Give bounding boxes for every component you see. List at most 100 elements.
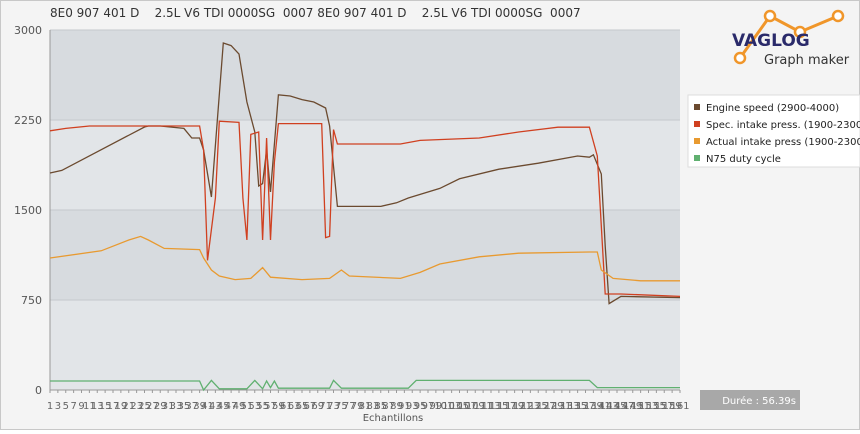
x-tick-label: 115 [489,401,508,412]
x-tick-label: 13 [91,401,104,412]
x-tick-label: 93 [406,401,419,412]
legend-box [687,94,860,168]
x-tick-label: 35 [178,401,191,412]
x-tick-label: 57 [264,401,277,412]
x-tick-label: 111 [474,401,493,412]
band [50,30,680,120]
x-tick-label: 45 [217,401,230,412]
x-tick-label: 69 [311,401,324,412]
logo-graphic [738,14,839,59]
x-tick-label: 81 [359,401,372,412]
x-tick-label: 99 [430,401,443,412]
x-tick-label: 73 [327,401,340,412]
series-line [49,120,681,298]
header: 8E0 907 401 D 2.5L V6 TDI 0000SG 0007 8E… [50,6,581,20]
x-tick-label: 107 [458,401,477,412]
x-tick-label: 51 [241,401,254,412]
x-tick-label: 43 [209,401,222,412]
x-tick-label: 121 [513,401,532,412]
x-tick-label: 89 [390,401,403,412]
logo-dot [793,25,807,39]
legend-label: Spec. intake press. (1900-2300 [706,120,860,131]
x-tick-label: 119 [505,401,524,412]
x-tick-label: 27 [146,401,159,412]
y-tick-label: 750 [21,294,42,307]
x-tick-label: 47 [225,401,238,412]
y-tick-label: 3000 [14,24,42,37]
x-tick-label: 79 [351,401,364,412]
logo-dot [733,51,747,65]
x-tick-label: 137 [576,401,595,412]
x-tick-label: 61 [280,401,293,412]
x-tick-label: 157 [655,401,674,412]
x-tick-label: 77 [343,401,356,412]
logo-subtitle: Graph maker [764,53,850,68]
x-tick-label: 159 [663,401,682,412]
x-tick-label: 75 [335,401,348,412]
x-tick-label: 5 [63,401,69,412]
x-tick-label: 33 [170,401,183,412]
duration-box [700,390,800,410]
x-tick-label: 141 [592,401,611,412]
legend-swatch [694,121,700,127]
x-tick-label: 123 [521,401,540,412]
x-tick-label: 71 [319,401,332,412]
x-tick-label: 117 [497,401,516,412]
logo: VAGLOG Graph maker [732,9,850,68]
x-tick-label: 17 [107,401,120,412]
x-tick-label: 31 [162,401,175,412]
x-tick-label: 129 [544,401,563,412]
x-tick-label: 49 [233,401,246,412]
x-tick-label: 131 [552,401,571,412]
x-tick-label: 153 [639,401,658,412]
x-tick-label: 113 [481,401,500,412]
y-tick-label: 2250 [14,114,42,127]
x-tick-label: 63 [288,401,301,412]
x-tick-label: 101 [434,401,453,412]
x-tick-label: 91 [398,401,411,412]
x-tick-label: 53 [248,401,261,412]
x-tick-label: 19 [115,401,128,412]
x-tick-label: 95 [414,401,427,412]
x-tick-label: 25 [138,401,151,412]
x-tick-label: 135 [568,401,587,412]
x-tick-label: 21 [122,401,135,412]
x-tick-label: 55 [256,401,269,412]
x-tick-label: 127 [537,401,556,412]
x-tick-label: 29 [154,401,167,412]
x-tick-label: 133 [560,401,579,412]
y-tick-label: 0 [35,384,42,397]
x-tick-label: 161 [670,401,689,412]
x-tick-label: 145 [607,401,626,412]
series-line [49,42,681,305]
series-line [50,379,680,392]
x-tick-label: 103 [442,401,461,412]
x-axis-label: Echantillons [363,413,424,424]
y-tick-label: 1500 [14,204,42,217]
x-tick-label: 151 [631,401,650,412]
duration: Durée : 56.39s [722,395,796,407]
x-tick-label: 83 [367,401,380,412]
x-tick-label: 149 [623,401,642,412]
x-tick-label: 65 [296,401,309,412]
x-tick-label: 125 [529,401,548,412]
x-tick-label: 41 [201,401,214,412]
band [50,210,680,300]
x-tick-label: 39 [193,401,206,412]
legend-swatch [694,155,700,161]
x-tick-label: 67 [304,401,317,412]
x-tick-label: 23 [130,401,143,412]
x-tick-label: 87 [382,401,395,412]
legend-label: N75 duty cycle [706,154,781,165]
x-tick-label: 59 [272,401,285,412]
x-tick-label: 1 [47,401,53,412]
logo-title: VAGLOG [732,31,810,51]
legend-swatch [694,138,700,144]
x-tick-label: 15 [99,401,112,412]
x-tick-label: 143 [600,401,619,412]
legend-label: Actual intake press (1900-2300 [706,137,860,148]
legend-label: Engine speed (2900-4000) [706,103,839,114]
x-tick-label: 155 [647,401,666,412]
x-tick-label: 9 [78,401,84,412]
